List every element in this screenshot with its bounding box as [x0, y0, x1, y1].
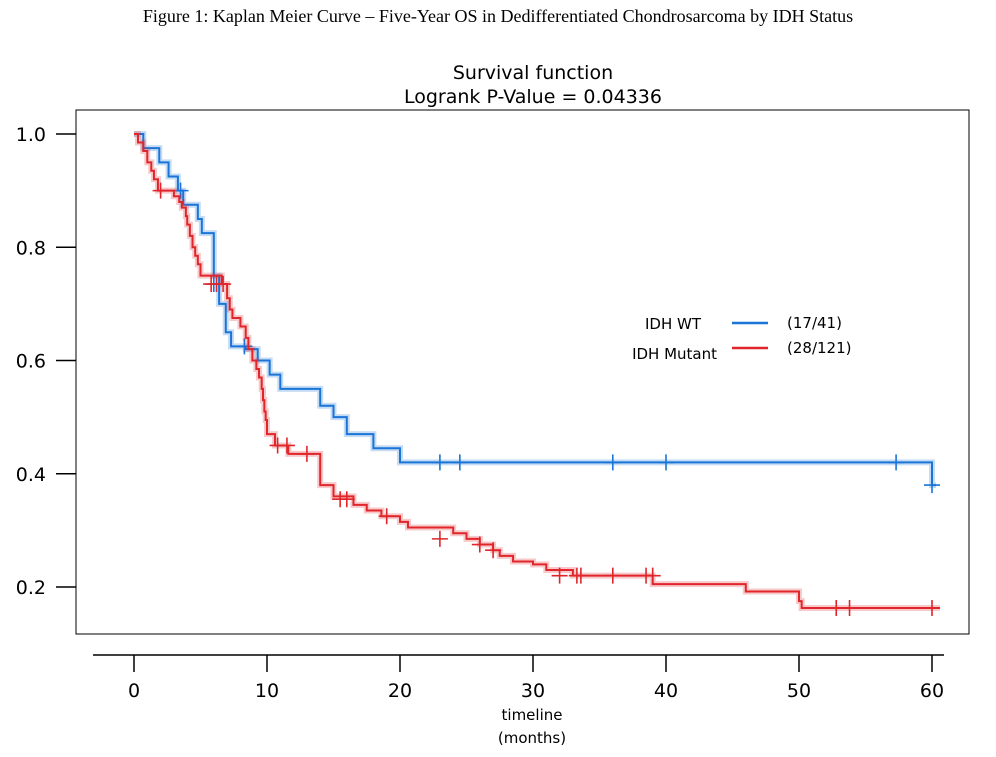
- y-tick-label: 0.6: [16, 351, 46, 373]
- censor-mark-idh-mutant: [298, 445, 315, 462]
- legend: IDH WT (17/41) IDH Mutant (28/121): [632, 314, 851, 363]
- censor-mark-idh-mutant: [152, 182, 169, 199]
- x-tick-label: 50: [787, 680, 811, 702]
- x-tick-label: 40: [654, 680, 678, 702]
- x-tick-label: 10: [255, 680, 279, 702]
- censor-mark-idh-mutant: [924, 599, 940, 616]
- censor-mark-idh-wt: [604, 454, 621, 471]
- x-tick-label: 20: [388, 680, 412, 702]
- legend-count-idh-mutant: (28/121): [787, 339, 851, 357]
- censor-mark-idh-mutant: [572, 567, 589, 584]
- x-axis-label: timeline: [502, 706, 563, 724]
- survival-curve-idh-wt: [134, 133, 936, 487]
- ci-band-idh-wt: [134, 131, 936, 489]
- censor-mark-idh-mutant: [471, 536, 488, 553]
- censor-mark-idh-mutant: [841, 599, 858, 616]
- chart-title: Survival function: [453, 62, 613, 84]
- censor-mark-idh-mutant: [338, 491, 355, 508]
- censor-mark-idh-mutant: [431, 530, 448, 547]
- y-tick-label: 0.8: [16, 237, 46, 259]
- censor-mark-idh-mutant: [485, 542, 502, 559]
- y-axis: 0.2 0.4 0.6 0.8 1.0: [16, 124, 76, 599]
- x-axis-label-units: (months): [498, 729, 566, 747]
- chart-subtitle: Logrank P-Value = 0.04336: [404, 86, 662, 108]
- censor-mark-idh-wt: [431, 454, 448, 471]
- censor-mark-idh-wt: [172, 182, 189, 199]
- legend-label-idh-mutant: IDH Mutant: [632, 345, 717, 363]
- censor-mark-idh-wt: [888, 454, 905, 471]
- censor-mark-idh-wt: [236, 338, 253, 355]
- censor-mark-idh-mutant: [215, 276, 232, 293]
- censor-mark-idh-mutant: [604, 567, 621, 584]
- plot-frame: [75, 109, 970, 635]
- x-axis: 0 10 20 30 40 50 60: [128, 655, 944, 702]
- censor-mark-idh-wt: [451, 454, 468, 471]
- survival-curves: [134, 131, 940, 616]
- censor-mark-idh-mutant: [278, 437, 295, 454]
- figure-caption: Figure 1: Kaplan Meier Curve – Five-Year…: [142, 6, 854, 26]
- y-tick-label: 0.4: [16, 464, 46, 486]
- x-tick-label: 30: [521, 680, 545, 702]
- censor-mark-idh-mutant: [378, 508, 395, 525]
- censor-mark-idh-wt: [658, 454, 674, 471]
- censor-mark-idh-mutant: [551, 567, 568, 584]
- censor-mark-idh-wt: [924, 477, 940, 494]
- ci-band-idh-mutant: [134, 131, 940, 611]
- y-tick-label: 1.0: [16, 124, 46, 146]
- legend-label-idh-wt: IDH WT: [645, 315, 702, 333]
- legend-count-idh-wt: (17/41): [787, 314, 842, 332]
- censor-mark-idh-mutant: [644, 567, 661, 584]
- x-tick-label: 0: [128, 680, 140, 702]
- x-tick-label: 60: [920, 680, 944, 702]
- y-tick-label: 0.2: [16, 577, 46, 599]
